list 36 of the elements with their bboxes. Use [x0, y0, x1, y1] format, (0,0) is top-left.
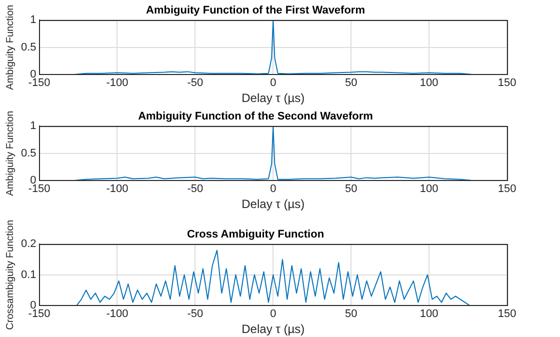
y-tick-label: 0.5 — [20, 147, 36, 160]
chart-title: Cross Ambiguity Function — [186, 228, 324, 241]
x-tick-label: 50 — [344, 77, 358, 90]
x-tick-label: 150 — [498, 183, 516, 196]
chart-title: Ambiguity Function of the Second Waveform — [138, 110, 374, 123]
x-tick-label: -100 — [106, 77, 128, 90]
x-tick-label: 0 — [270, 77, 276, 90]
x-tick-label: 150 — [498, 77, 516, 90]
y-tick-label: 0.1 — [20, 268, 36, 281]
y-axis-title: Crossambiguity Function — [4, 220, 16, 330]
x-tick-label: -100 — [106, 308, 128, 320]
y-tick-label: 1 — [30, 14, 36, 26]
x-axis-title: Delay τ (µs) — [242, 322, 305, 336]
chart-title: Ambiguity Function of the First Waveform — [146, 4, 366, 17]
x-tick-label: 0 — [270, 308, 276, 320]
x-tick-label: -50 — [187, 77, 204, 90]
x-tick-label: -150 — [28, 183, 50, 196]
y-tick-label: 0.2 — [20, 238, 36, 250]
x-tick-label: 50 — [344, 308, 358, 320]
y-axis-title: Ambiguity Function — [4, 4, 16, 90]
x-tick-label: 100 — [420, 77, 438, 90]
x-tick-label: -50 — [187, 308, 204, 320]
x-tick-label: -150 — [28, 77, 50, 90]
x-tick-label: -150 — [28, 308, 50, 320]
x-tick-label: 100 — [420, 183, 438, 196]
y-axis-title: Ambiguity Function — [4, 110, 16, 196]
x-tick-label: 150 — [498, 308, 516, 320]
x-tick-label: 0 — [270, 183, 276, 196]
x-tick-label: -100 — [106, 183, 128, 196]
x-tick-label: 50 — [344, 183, 358, 196]
y-tick-label: 0.5 — [20, 41, 36, 54]
x-tick-label: 100 — [420, 308, 438, 320]
x-axis-title: Delay τ (µs) — [242, 91, 305, 106]
x-tick-label: -50 — [187, 183, 204, 196]
y-tick-label: 1 — [30, 120, 36, 132]
x-axis-title: Delay τ (µs) — [242, 197, 305, 212]
